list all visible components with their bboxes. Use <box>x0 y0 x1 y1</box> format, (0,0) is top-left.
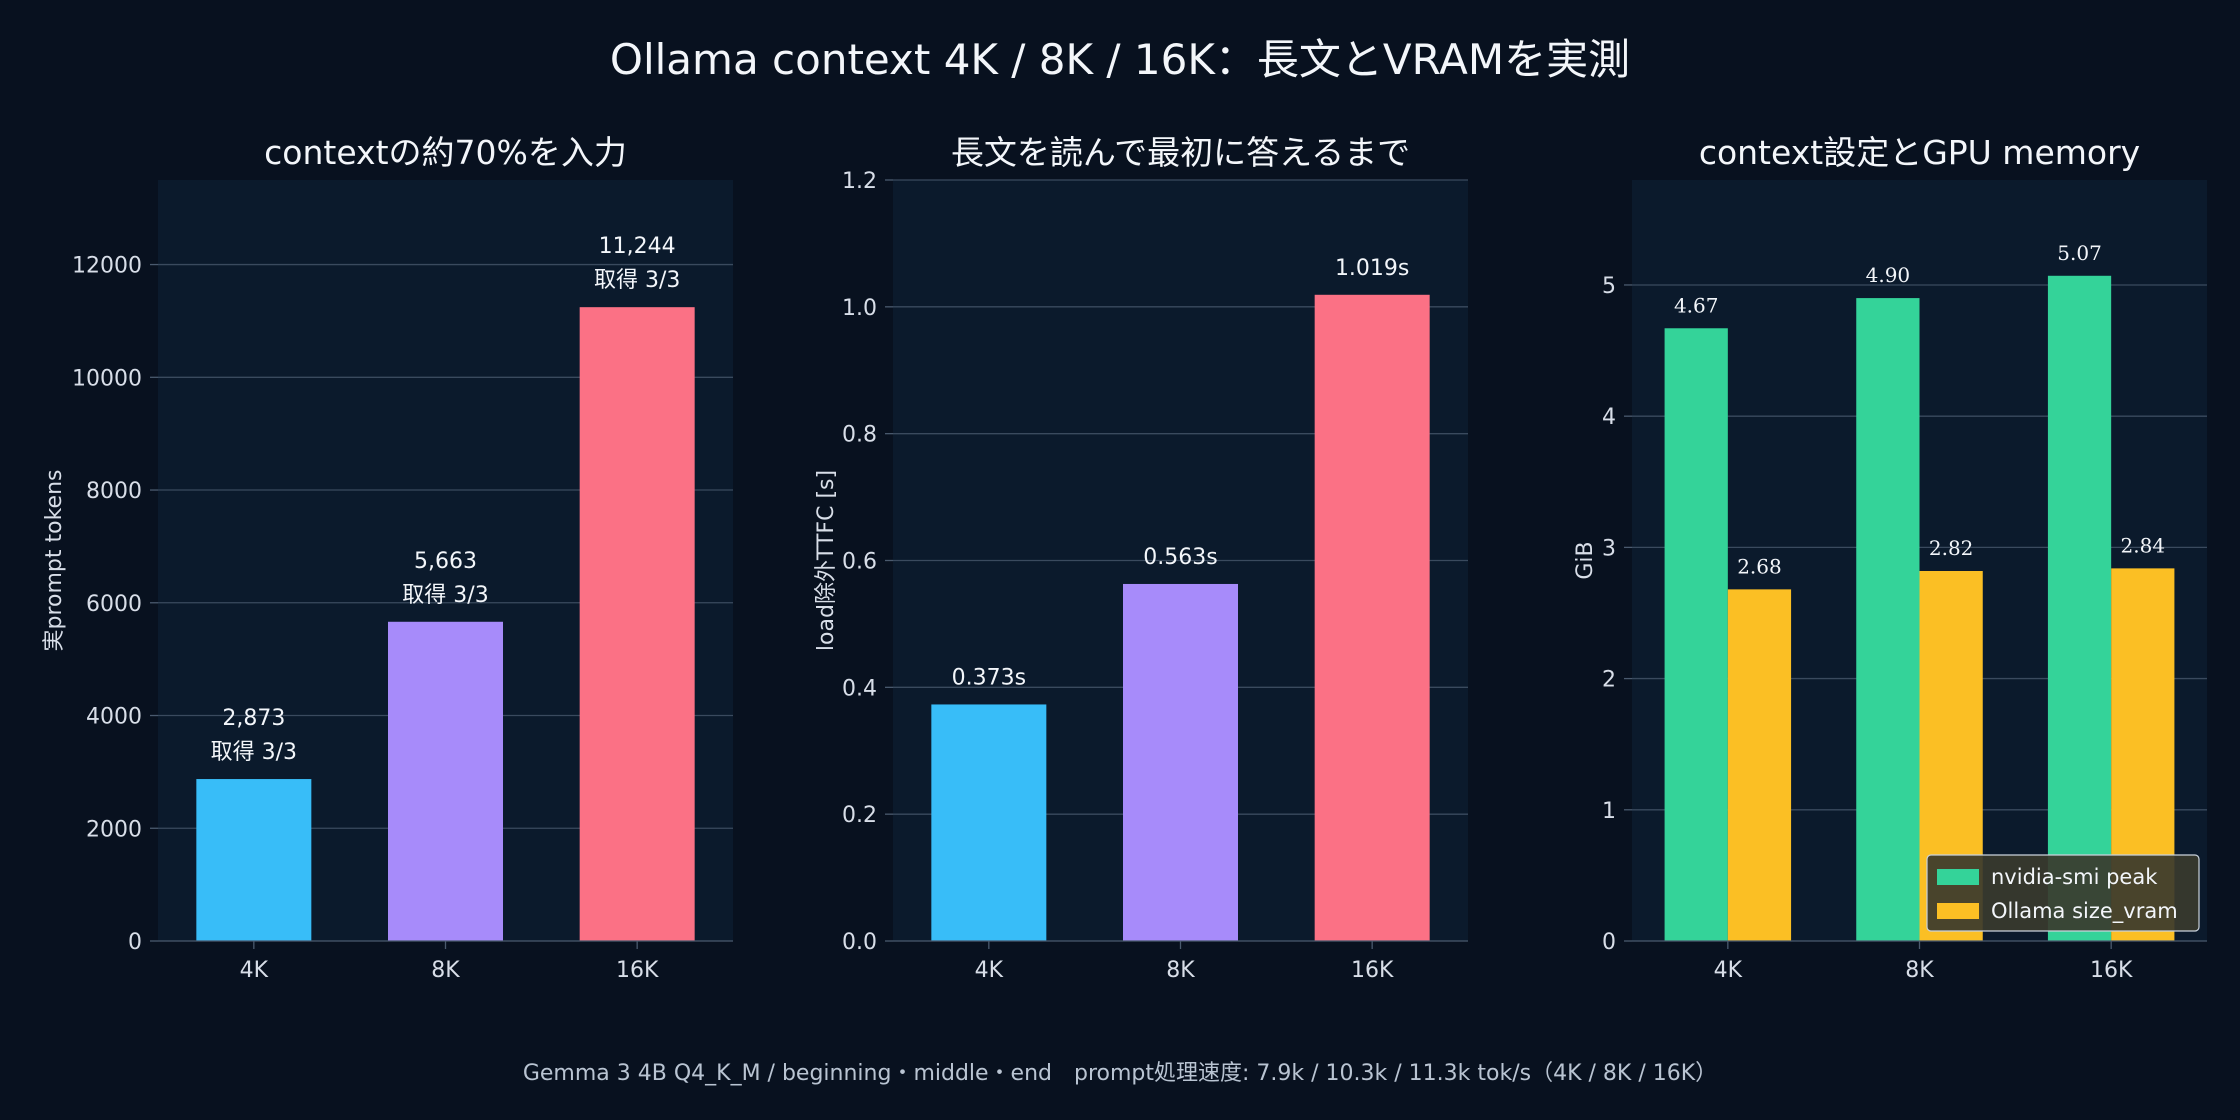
y-tick-label: 5 <box>1602 274 1616 299</box>
bar-16k <box>1314 294 1430 941</box>
bar-8k <box>388 621 503 941</box>
data-label: 1.019s <box>1335 256 1409 281</box>
y-tick-label: 6000 <box>86 592 142 617</box>
chart-panel-1: contextの約70%を入力 0 2000 4000 6000 8000 10000 120… <box>42 133 733 983</box>
chart-panel-3: context設定とGPU memory 0 1 2 3 4 5 GiB 4K 4.67 2.68 8… <box>1573 133 2207 983</box>
y-tick-label: 1 <box>1602 799 1616 824</box>
data-label: 0.563s <box>1143 545 1217 570</box>
data-label: 4.90 <box>1866 263 1911 287</box>
y-tick-label: 4000 <box>86 705 142 730</box>
y-tick-label: 8000 <box>86 479 142 504</box>
data-label: 5,663 <box>414 549 477 574</box>
bar-nvidia-smi-peak-16k <box>2047 275 2112 942</box>
y-tick-label: 1.2 <box>842 169 877 194</box>
legend-swatch <box>1937 869 1979 885</box>
y-axis-label: load除外TTFC [s] <box>814 470 839 651</box>
y-axis-label: GiB <box>1573 541 1598 579</box>
x-tick-label: 8K <box>431 958 460 983</box>
bar-ollama-size-vram-4k <box>1727 589 1792 941</box>
data-label: 0.373s <box>952 665 1026 690</box>
y-axis-label: 実prompt tokens <box>42 470 67 652</box>
x-tick-label: 4K <box>975 958 1004 983</box>
y-tick-label: 1.0 <box>842 296 877 321</box>
y-tick-label: 2000 <box>86 817 142 842</box>
y-tick-label: 10000 <box>72 366 142 391</box>
x-tick-label: 8K <box>1905 958 1934 983</box>
y-tick-label: 4 <box>1602 405 1616 430</box>
legend: nvidia-smi peak Ollama size_vram <box>1926 854 2200 932</box>
x-tick-label: 16K <box>2090 958 2133 983</box>
bar-4k <box>931 704 1047 941</box>
y-tick-label: 3 <box>1602 536 1616 561</box>
y-tick-label: 0.0 <box>842 930 877 955</box>
x-tick-label: 16K <box>1351 958 1394 983</box>
legend-entry: nvidia-smi peak <box>1991 865 2158 889</box>
data-label: 2.68 <box>1737 554 1782 578</box>
y-tick-label: 0 <box>1602 930 1616 955</box>
x-tick-label: 8K <box>1166 958 1195 983</box>
bar-4k <box>196 779 312 941</box>
y-tick-label: 0.6 <box>842 550 877 575</box>
chart-panels: contextの約70%を入力0200040006000800010000120… <box>42 133 2207 983</box>
y-tick-label: 0 <box>128 930 142 955</box>
y-tick-label: 12000 <box>72 254 142 279</box>
y-tick-label: 0.8 <box>842 423 877 448</box>
y-tick-label: 0.2 <box>842 803 877 828</box>
chart-title: 長文を読んで最初に答えるまで <box>951 133 1410 172</box>
figure-title: Ollama context 4K / 8K / 16K：長文とVRAMを実測 <box>610 35 1630 84</box>
x-tick-label: 16K <box>616 958 659 983</box>
data-label: 2.84 <box>2121 533 2166 557</box>
x-tick-label: 4K <box>240 958 269 983</box>
y-tick-label: 0.4 <box>842 676 877 701</box>
legend-entry: Ollama size_vram <box>1991 899 2178 924</box>
bar-8k <box>1123 583 1238 941</box>
bar-sub-label: 取得 3/3 <box>402 583 488 608</box>
bar-nvidia-smi-peak-8k <box>1856 298 1920 942</box>
data-label: 2.82 <box>1929 536 1974 560</box>
bar-sub-label: 取得 3/3 <box>211 740 297 765</box>
y-tick-label: 2 <box>1602 668 1616 693</box>
bar-nvidia-smi-peak-4k <box>1664 328 1728 941</box>
legend-swatch <box>1937 903 1979 919</box>
x-tick-label: 4K <box>1714 958 1743 983</box>
chart-title: context設定とGPU memory <box>1699 133 2140 172</box>
bar-sub-label: 取得 3/3 <box>594 268 680 293</box>
data-label: 2,873 <box>222 706 285 731</box>
data-label: 5.07 <box>2057 241 2102 265</box>
chart-title: contextの約70%を入力 <box>264 133 627 172</box>
legend-box <box>1926 854 2200 932</box>
data-label: 11,244 <box>599 234 676 259</box>
bar-16k <box>579 307 695 941</box>
data-label: 4.67 <box>1674 293 1719 317</box>
chart-panel-2: 長文を読んで最初に答えるまで 0.0 0.2 0.4 0.6 0.8 1.0 1.2 load除… <box>814 133 1468 983</box>
figure-footer: Gemma 3 4B Q4_K_M / beginning・middle・end… <box>523 1061 1717 1086</box>
